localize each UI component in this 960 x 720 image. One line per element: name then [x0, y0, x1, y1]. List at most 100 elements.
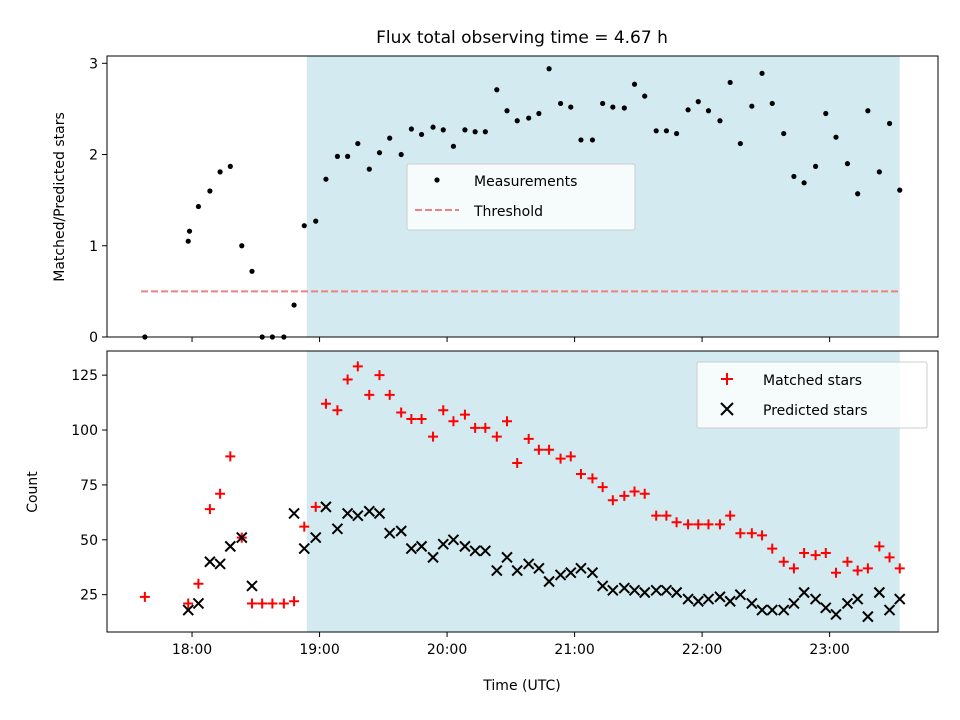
panel1-matched-stars-point	[629, 486, 640, 497]
panel1-matched-stars-point	[352, 361, 363, 372]
panel1-matched-stars-point	[555, 453, 566, 464]
panel1-predicted-stars-point	[883, 604, 896, 616]
panel1-predicted-stars-point	[522, 558, 535, 570]
panel0-measurements-point	[600, 100, 606, 107]
panel0-measurements-point	[865, 108, 871, 114]
panel0-measurements-point	[387, 135, 393, 141]
legend-predicted-marker	[720, 402, 734, 416]
panel1-matched-stars-point	[767, 543, 778, 554]
panel1-y-tick-label: 25	[80, 588, 98, 604]
panel0-measurements-point	[376, 150, 383, 156]
panel1-predicted-stars-point	[469, 545, 481, 557]
panel1-predicted-stars-point	[692, 595, 704, 607]
panel1-matched-stars-point	[799, 547, 810, 558]
panel1-predicted-stars-point	[756, 604, 768, 616]
panel1-predicted-stars-point	[363, 505, 376, 517]
panel0-measurements-point	[440, 127, 446, 133]
panel1-matched-stars-point	[587, 473, 598, 484]
panel1-matched-stars-point	[491, 431, 502, 442]
legend-matched-marker	[721, 373, 733, 385]
panel1-predicted-stars-point	[894, 593, 906, 605]
panel0-measurements-point	[462, 127, 468, 133]
panel1-frame	[106, 350, 939, 633]
panel0-measurements-point	[557, 100, 564, 107]
panel1-predicted-stars-point	[383, 527, 396, 539]
panel1-predicted-stars-point	[214, 558, 226, 570]
panel1-matched-stars-point	[757, 530, 768, 541]
panel1-matched-stars-point	[204, 504, 215, 515]
panel1-matched-stars-point	[278, 598, 289, 609]
panel1-matched-stars-point	[810, 550, 821, 561]
panel0-measurements-point	[886, 120, 893, 127]
panel1-predicted-stars-point	[415, 540, 428, 553]
panel0-measurements-point	[621, 105, 627, 111]
panel1-predicted-stars-point	[182, 604, 194, 616]
panel1-predicted-stars-point	[607, 584, 619, 596]
panel0-frame	[106, 55, 939, 338]
panel0-measurements-point	[705, 108, 712, 114]
panel1-predicted-stars-point	[459, 540, 471, 553]
panel0-measurements-point	[631, 81, 638, 87]
panel0-measurements-point	[769, 100, 775, 107]
panel1-matched-stars-point	[661, 510, 672, 521]
panel1-predicted-stars-point	[298, 542, 310, 555]
panel1-matched-stars-point	[894, 563, 905, 574]
panel1-matched-stars-point	[725, 510, 736, 521]
panel1-predicted-stars-point	[565, 567, 577, 579]
panel1-matched-stars-point	[225, 451, 236, 462]
panel1-matched-stars-point	[374, 370, 385, 381]
panel0-measurements-point	[897, 187, 903, 193]
panel1-predicted-stars-point	[352, 509, 364, 522]
panel1-x-tick-label: 18:00	[172, 642, 212, 658]
panel1-matched-stars-point	[139, 591, 150, 602]
panel1-matched-stars-point	[384, 389, 395, 400]
panel1-predicted-stars-point	[820, 602, 832, 614]
panel1-predicted-stars-point	[618, 582, 631, 594]
panel0-measurements-point	[653, 128, 659, 134]
panel1-predicted-stars-point	[491, 564, 503, 577]
panel0-measurements-point	[717, 118, 723, 124]
panel0-measurements-point	[855, 191, 861, 197]
panel1-predicted-stars-point	[405, 542, 418, 555]
panel1-matched-stars-point	[607, 495, 618, 506]
panel0-measurements-point	[781, 130, 787, 137]
panel0-measurements-point	[844, 161, 851, 167]
panel0-measurements-point	[195, 203, 202, 210]
panel1-predicted-stars-point	[650, 584, 662, 596]
panel0-measurements-point	[472, 129, 478, 135]
panel0-measurements-point	[514, 118, 520, 124]
panel0-measurements-point	[418, 131, 425, 138]
panel1-y-tick-label: 50	[80, 533, 98, 549]
panel1-matched-stars-point	[512, 457, 523, 468]
panel0-measurements-point	[398, 151, 404, 158]
panel1-matched-stars-point	[683, 519, 694, 530]
panel1-matched-stars-point	[746, 528, 757, 539]
panel1-predicted-stars-point	[511, 564, 523, 577]
panel0-measurements-point	[355, 140, 361, 147]
chart-title: Flux total observing time = 4.67 h	[376, 28, 668, 48]
panel1-predicted-stars-point	[788, 597, 800, 610]
panel1-predicted-stars-point	[395, 525, 407, 537]
legend-predicted-label: Predicted stars	[763, 403, 868, 419]
panel1-predicted-stars-point	[204, 556, 216, 568]
panel0-measurements-point	[749, 103, 755, 109]
panel1-predicted-stars-point	[734, 588, 747, 601]
panel1-predicted-stars-point	[192, 597, 205, 610]
panel1-predicted-stars-point	[533, 562, 545, 575]
panel1-predicted-stars-point	[543, 575, 555, 588]
panel1-matched-stars-point	[502, 416, 513, 427]
panel1-matched-stars-point	[459, 409, 470, 420]
panel1-predicted-stars-point	[766, 604, 778, 616]
panel1-predicted-stars-point	[702, 593, 715, 605]
legend-measurements-label: Measurements	[474, 174, 577, 190]
panel0-measurements-point	[578, 137, 584, 143]
panel1-matched-stars-point	[693, 519, 704, 530]
panel1-matched-stars-point	[565, 451, 576, 462]
panel1-x-tick-label: 23:00	[809, 642, 849, 658]
panel0-measurements-point	[663, 128, 669, 134]
legend-matched-label: Matched stars	[763, 373, 862, 389]
panel1-matched-stars-point	[639, 488, 650, 499]
panel1-predicted-stars-point	[501, 551, 513, 564]
panel1-matched-stars-point	[523, 433, 534, 444]
